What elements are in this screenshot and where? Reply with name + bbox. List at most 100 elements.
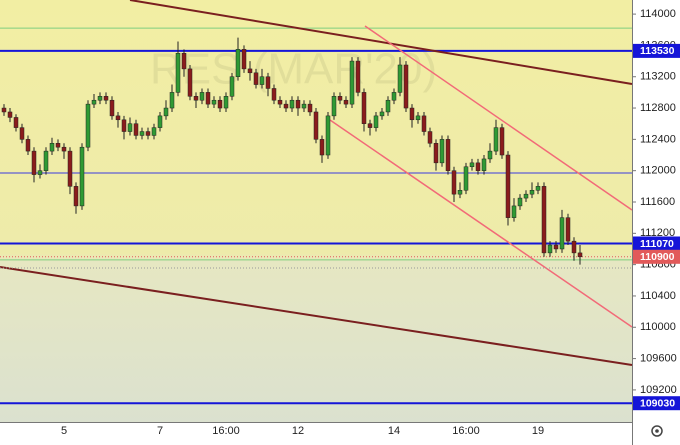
candle-body xyxy=(277,99,283,105)
candle-body xyxy=(367,123,373,128)
candle-body xyxy=(223,96,229,109)
y-tick-label: 111600 xyxy=(640,196,675,208)
candle-body xyxy=(529,190,535,195)
candle-body xyxy=(55,143,61,148)
candle-body xyxy=(553,244,559,250)
candle-body xyxy=(313,111,319,140)
candle-body xyxy=(25,139,31,152)
candle-body xyxy=(73,186,79,207)
settings-button[interactable] xyxy=(651,425,663,437)
candle-body xyxy=(577,252,583,258)
candle-body xyxy=(337,96,343,101)
channel-line xyxy=(329,119,633,328)
watermark: RES (MAR'20) xyxy=(150,45,437,94)
level-label-box xyxy=(633,43,680,58)
candle-body xyxy=(469,162,475,168)
y-tick-label: 110000 xyxy=(640,321,676,333)
candle-body xyxy=(253,72,259,85)
candle-body xyxy=(343,99,349,105)
y-tick-label: 110400 xyxy=(640,290,676,302)
candle-body xyxy=(85,103,91,148)
candle-body xyxy=(283,103,289,109)
y-tick-label: 113200 xyxy=(640,71,676,83)
candle-body xyxy=(241,49,247,70)
candle-body xyxy=(499,127,505,156)
candle-body xyxy=(19,127,25,140)
y-tick-label: 111200 xyxy=(640,227,675,239)
candle-body xyxy=(541,186,547,254)
candle-body xyxy=(517,197,523,207)
trend-lines xyxy=(0,0,633,366)
candle-body xyxy=(109,99,115,117)
candle-body xyxy=(457,190,463,195)
candle-body xyxy=(115,115,121,121)
candle-body xyxy=(127,123,133,132)
x-tick-label: 16:00 xyxy=(212,425,240,437)
candle-body xyxy=(151,127,157,136)
candle-body xyxy=(349,60,355,105)
candle-body xyxy=(247,68,253,74)
candle-body xyxy=(451,170,457,195)
level-label: 110900 xyxy=(640,251,675,263)
candle-body xyxy=(133,123,139,136)
y-tick-label: 109600 xyxy=(640,352,677,364)
candle-body xyxy=(307,103,313,113)
time-axis xyxy=(0,422,632,445)
trend-line xyxy=(129,0,633,85)
candle-body xyxy=(121,119,127,132)
candle-body xyxy=(559,217,565,250)
candle-body xyxy=(37,170,43,175)
candle-body xyxy=(439,139,445,164)
candle-body xyxy=(7,111,13,118)
candle-body xyxy=(205,92,211,105)
candle-body xyxy=(397,64,403,93)
candle-body xyxy=(157,115,163,128)
candle-body xyxy=(145,131,151,136)
candle-body xyxy=(91,99,97,105)
candle-body xyxy=(229,76,235,97)
candle-body xyxy=(259,76,265,85)
candle-body xyxy=(547,244,553,254)
candle-body xyxy=(355,60,361,93)
candle-body xyxy=(163,107,169,117)
candle-body xyxy=(571,240,577,254)
candle-body xyxy=(433,143,439,164)
candle-body xyxy=(331,96,337,117)
candle-body xyxy=(523,193,529,199)
candle-body xyxy=(265,76,271,89)
candle-body xyxy=(487,150,493,160)
price-axis xyxy=(632,0,680,445)
y-tick-label: 112800 xyxy=(640,102,676,114)
level-label-box xyxy=(633,249,680,264)
gear-icon[interactable] xyxy=(651,425,663,437)
x-tick-label: 5 xyxy=(61,425,67,437)
candle-body xyxy=(385,99,391,113)
candle-body xyxy=(31,150,37,175)
candle-body xyxy=(373,115,379,128)
level-label: 113530 xyxy=(640,45,675,57)
gear-center[interactable] xyxy=(655,429,659,433)
candle-body xyxy=(103,96,109,101)
candle-body xyxy=(427,131,433,144)
candle-body xyxy=(409,107,415,121)
y-tick-label: 109200 xyxy=(640,384,677,396)
candle-body xyxy=(379,111,385,117)
candle-body xyxy=(49,143,55,152)
y-tick-label: 112400 xyxy=(640,133,676,145)
plot-background xyxy=(0,0,632,422)
candle-body xyxy=(235,49,241,77)
candle-body xyxy=(565,217,571,242)
candle-body xyxy=(169,92,175,109)
candle-body xyxy=(493,127,499,152)
candle-body xyxy=(325,115,331,156)
candle-body xyxy=(97,96,103,101)
candle-body xyxy=(1,107,7,113)
candle-body xyxy=(421,115,427,132)
trend-line xyxy=(0,266,633,366)
candle-body xyxy=(43,150,49,171)
candle-body xyxy=(193,96,199,101)
candle-body xyxy=(13,117,19,128)
candle-body xyxy=(403,64,409,109)
candle-body xyxy=(217,99,223,109)
level-label: 111070 xyxy=(640,238,674,250)
